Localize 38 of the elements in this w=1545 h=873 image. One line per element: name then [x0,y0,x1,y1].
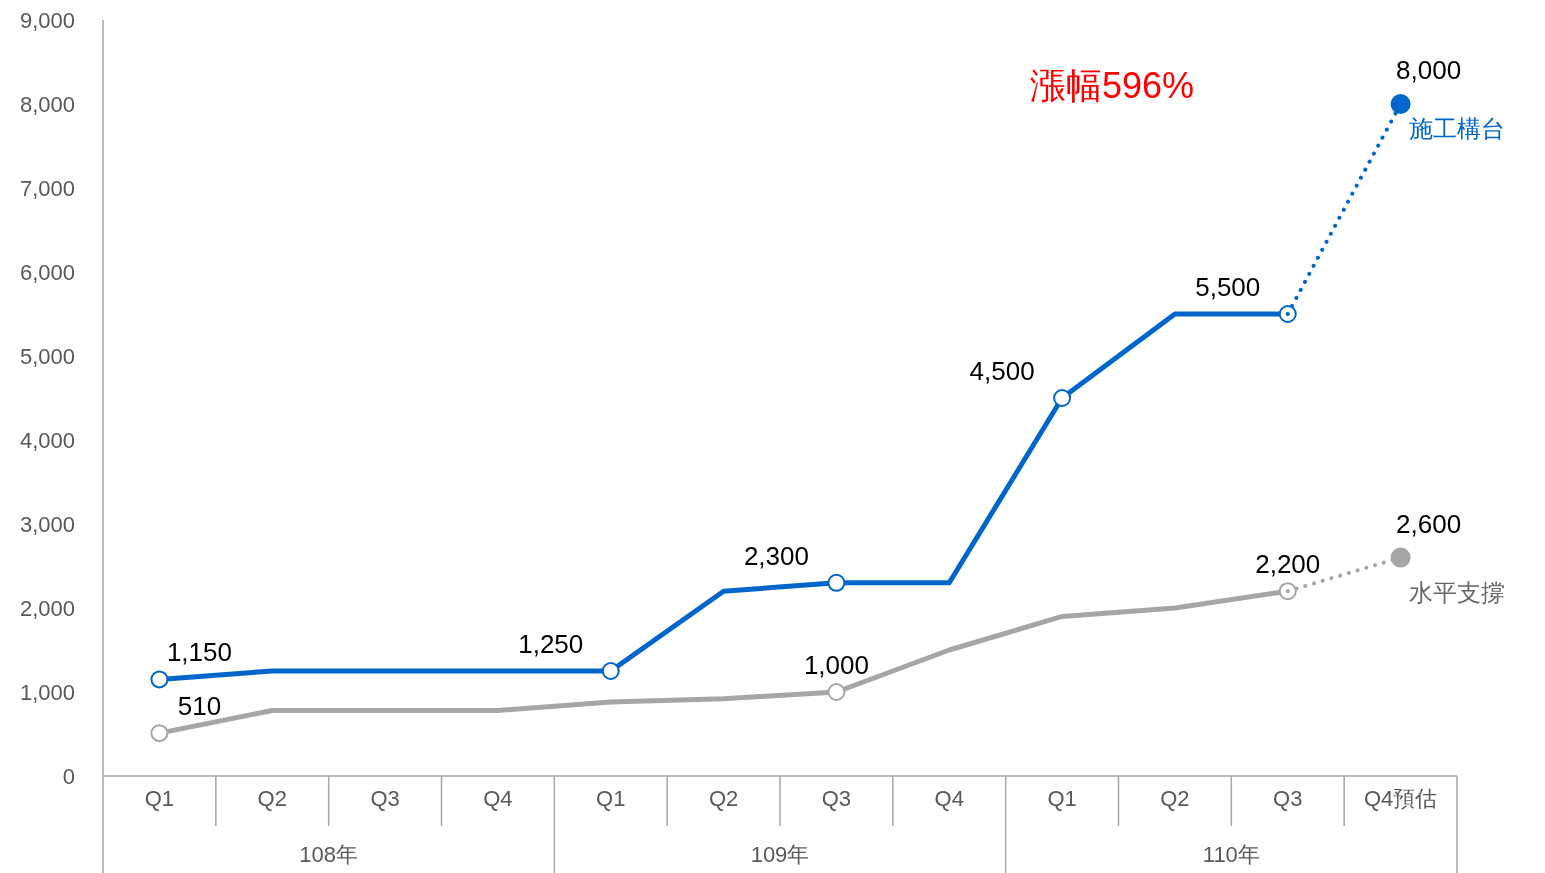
x-tick-label: Q4 [934,786,964,811]
y-tick-label: 2,000 [19,596,75,621]
y-tick-label: 8,000 [19,92,75,117]
y-tick-label: 5,000 [19,344,75,369]
x-tick-label: Q1 [1047,786,1077,811]
y-tick-label: 7,000 [19,176,75,201]
x-tick-label: Q2 [708,786,739,811]
data-label: 8,000 [1396,55,1462,85]
annotation: 漲幅596% [1029,65,1195,106]
text: 110年 [1202,842,1260,867]
data-label: 1,000 [803,650,869,680]
x-tick-label: Q4預估 [1363,786,1438,811]
y-tick-label: 4,000 [19,428,75,453]
data-label: 2,600 [1396,508,1462,539]
x-tick-label: Q1 [144,786,175,811]
y-tick-label: 6,000 [19,260,75,285]
x-tick-label: Q1 [596,786,626,811]
text: 施工構台 [1408,115,1505,142]
x-tick-label: Q3 [1273,786,1303,811]
y-tick-label: 1,000 [19,680,75,705]
y-tick-label: 3,000 [19,512,75,537]
text: 108年 [299,842,359,867]
y-tick-label: 0 [62,764,75,789]
data-label: 1,150 [166,637,232,668]
data-label: 510 [177,691,222,722]
text: 水平支撐 [1408,579,1505,607]
data-label: 2,200 [1255,549,1321,580]
x-tick-label: Q2 [257,786,287,811]
data-label: 2,300 [743,540,809,571]
x-tick-label: Q4 [483,786,513,811]
y-tick-label: 9,000 [19,8,75,33]
x-tick-label: Q3 [370,786,400,811]
x-tick-label: Q2 [1160,786,1190,811]
data-label: 1,250 [518,629,584,659]
data-label: 5,500 [1195,272,1261,302]
x-tick-label: Q3 [821,786,852,811]
data-label: 4,500 [969,356,1035,386]
text: 109年 [750,842,810,867]
